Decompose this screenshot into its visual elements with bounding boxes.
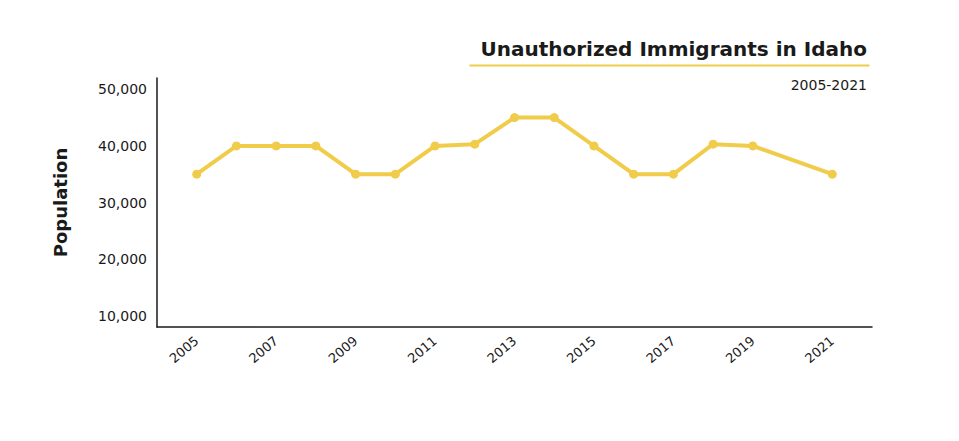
svg-text:50,000: 50,000 <box>98 81 147 97</box>
svg-text:2011: 2011 <box>405 333 440 366</box>
svg-text:30,000: 30,000 <box>98 195 147 211</box>
svg-text:Unauthorized Immigrants in Ida: Unauthorized Immigrants in Idaho <box>480 37 867 61</box>
svg-text:2005: 2005 <box>167 333 202 366</box>
svg-text:2007: 2007 <box>246 333 281 366</box>
svg-text:40,000: 40,000 <box>98 138 147 154</box>
svg-text:20,000: 20,000 <box>98 251 147 267</box>
svg-text:10,000: 10,000 <box>98 308 147 324</box>
svg-text:2013: 2013 <box>484 333 519 366</box>
svg-text:2021: 2021 <box>802 333 837 366</box>
svg-text:2019: 2019 <box>723 333 758 366</box>
svg-text:2015: 2015 <box>564 333 599 366</box>
svg-text:2005-2021: 2005-2021 <box>791 77 867 93</box>
svg-text:2009: 2009 <box>325 333 360 366</box>
svg-text:2017: 2017 <box>643 333 678 366</box>
svg-text:Population: Population <box>50 148 71 258</box>
